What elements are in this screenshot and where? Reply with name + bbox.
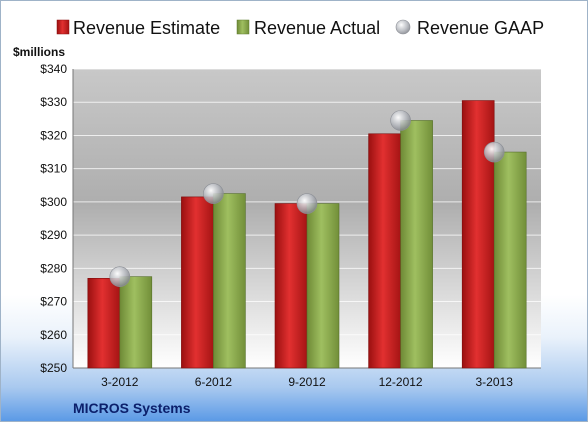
bar-revenue-actual <box>306 203 340 369</box>
y-tick-label: $280 <box>40 261 67 275</box>
y-axis-ticks: $250 $260 $270 $280 $290 $300 $310 $320 $330 $340 <box>40 62 541 375</box>
y-unit-label: $millions <box>13 45 65 59</box>
legend-swatch-revenue-estimate <box>56 19 70 35</box>
bar-revenue-actual <box>400 120 433 369</box>
gaap-markers <box>109 110 505 287</box>
marker-revenue-gaap <box>483 141 505 163</box>
y-tick-label: $330 <box>40 95 67 109</box>
bar-revenue-estimate <box>368 133 401 369</box>
marker-revenue-gaap <box>296 193 318 214</box>
x-axis-ticks: 3-2012 6-2012 9-2012 12-2012 3-2013 <box>101 375 513 389</box>
legend-label-revenue-actual: Revenue Actual <box>254 18 380 38</box>
legend-label-revenue-estimate: Revenue Estimate <box>73 18 220 38</box>
y-tick-label: $340 <box>40 62 67 76</box>
x-tick-label: 3-2012 <box>101 375 139 389</box>
legend-marker-revenue-gaap <box>395 19 411 35</box>
x-tick-label: 9-2012 <box>288 375 326 389</box>
company-name: MICROS Systems <box>73 400 191 416</box>
x-tick-label: 6-2012 <box>195 375 233 389</box>
x-tick-label: 3-2013 <box>476 375 514 389</box>
bars <box>87 100 527 369</box>
bar-revenue-estimate <box>181 196 214 369</box>
bar-revenue-actual <box>119 276 153 369</box>
marker-revenue-gaap <box>109 266 131 287</box>
marker-revenue-gaap <box>203 183 224 204</box>
y-tick-label: $270 <box>40 295 67 309</box>
x-tick-label: 12-2012 <box>379 375 423 389</box>
y-tick-label: $320 <box>40 128 67 142</box>
bar-revenue-actual <box>213 193 246 369</box>
legend: Revenue Estimate Revenue Actual Revenue … <box>56 18 544 38</box>
legend-swatch-revenue-actual <box>236 19 250 35</box>
y-tick-label: $250 <box>40 361 67 375</box>
bar-revenue-actual <box>493 151 527 369</box>
y-tick-label: $260 <box>40 328 67 342</box>
bar-revenue-estimate <box>274 203 308 369</box>
marker-revenue-gaap <box>390 110 411 131</box>
y-tick-label: $290 <box>40 228 67 242</box>
y-tick-label: $310 <box>40 162 67 176</box>
bar-revenue-estimate <box>87 277 121 369</box>
legend-label-revenue-gaap: Revenue GAAP <box>417 18 544 38</box>
bar-revenue-estimate <box>461 100 495 369</box>
y-tick-label: $300 <box>40 195 67 209</box>
